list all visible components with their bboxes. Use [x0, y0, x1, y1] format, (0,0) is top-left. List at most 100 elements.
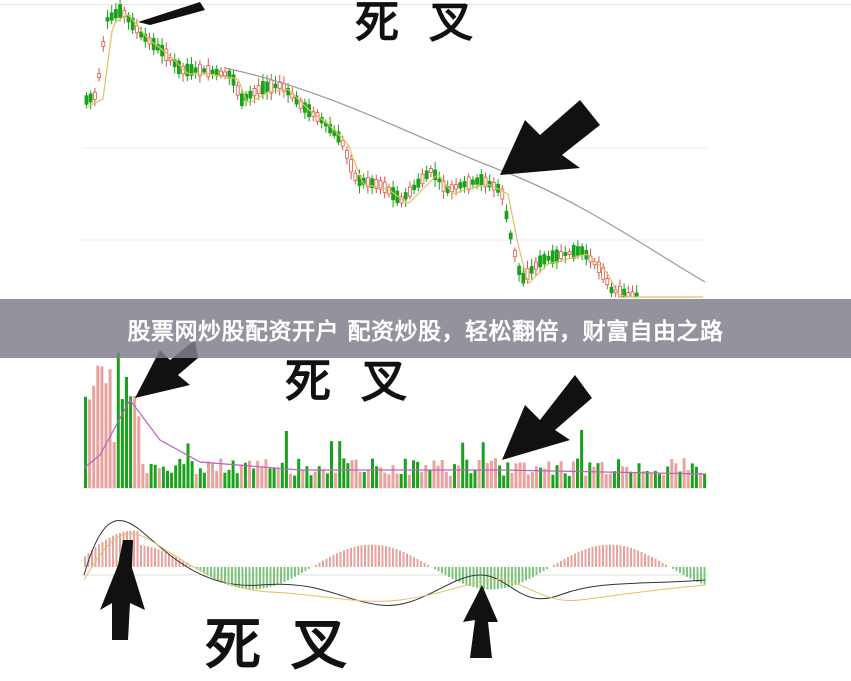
candle-body: [98, 74, 101, 78]
volume-bar: [453, 464, 456, 488]
macd-histogram-bar: [301, 567, 303, 573]
candle-body: [480, 174, 483, 185]
volume-bar: [469, 473, 472, 488]
macd-histogram-bar: [466, 567, 468, 585]
candle-body: [564, 252, 567, 255]
candle-body: [350, 159, 353, 171]
macd-histogram-bar: [501, 567, 503, 589]
volume-bar: [88, 399, 91, 488]
volume-bar: [568, 476, 571, 488]
volume-bar: [359, 472, 362, 488]
volume-bar: [551, 475, 554, 488]
volume-bar: [187, 443, 190, 488]
macd-histogram-bar: [644, 553, 646, 567]
candle-body: [534, 262, 537, 269]
candle-body: [610, 287, 613, 292]
volume-bar: [109, 369, 112, 488]
macd-histogram-bar: [613, 545, 615, 567]
candle-body: [425, 171, 428, 179]
macd-histogram-bar: [357, 546, 359, 567]
promo-banner[interactable]: 股票网炒股配资开户 配资炒股，轻松翻倍，财富自由之路: [0, 299, 851, 358]
volume-bar: [174, 465, 177, 488]
volume-bar: [523, 463, 526, 488]
volume-bar: [199, 468, 202, 488]
macd-death-cross-label: 死叉: [205, 600, 377, 681]
macd-histogram-bar: [637, 550, 639, 567]
volume-bar: [141, 464, 144, 488]
candle-body: [211, 70, 214, 74]
volume-bar: [412, 460, 415, 488]
volume-bar: [170, 473, 173, 488]
macd-histogram-bar: [651, 557, 653, 567]
volume-bar: [474, 470, 477, 488]
candle-body: [606, 279, 609, 285]
candle-body: [249, 91, 252, 98]
macd-histogram-bar: [424, 563, 426, 567]
volume-bar: [314, 472, 317, 488]
annotation-arrow-icon: [502, 375, 592, 460]
volume-bar: [289, 474, 292, 488]
macd-histogram-bar: [522, 567, 524, 582]
macd-histogram-bar: [403, 552, 405, 567]
volume-bar: [449, 476, 452, 488]
volume-bar: [633, 473, 636, 488]
volume-bar: [687, 470, 690, 488]
volume-bar: [441, 460, 444, 488]
volume-bar: [428, 470, 431, 488]
macd-histogram-bar: [154, 548, 156, 567]
macd-histogram-bar: [445, 567, 447, 575]
annotation-arrow-icon: [500, 100, 600, 175]
volume-bar: [486, 463, 489, 488]
volume-bar: [371, 459, 374, 488]
volume-bar: [113, 442, 116, 488]
macd-histogram-bar: [529, 567, 531, 579]
macd-histogram-bar: [438, 567, 440, 571]
volume-bar: [465, 460, 468, 488]
macd-histogram-bar: [462, 567, 464, 584]
macd-histogram-bar: [648, 555, 650, 567]
macd-histogram-bar: [532, 567, 534, 577]
macd-histogram-bar: [581, 550, 583, 567]
macd-histogram-bar: [658, 561, 660, 567]
volume-bar: [494, 458, 497, 488]
volume-bar: [203, 473, 206, 488]
macd-histogram-bar: [602, 545, 604, 567]
candle-body: [203, 69, 206, 72]
candle-body: [383, 182, 386, 192]
volume-bar: [367, 470, 370, 488]
macd-histogram-bar: [543, 567, 545, 571]
volume-bar: [547, 461, 550, 488]
candle-body: [421, 174, 424, 184]
macd-histogram-bar: [340, 552, 342, 567]
macd-histogram-bar: [571, 555, 573, 567]
volume-bar: [178, 459, 181, 488]
macd-histogram-bar: [518, 567, 520, 584]
candle-body: [438, 179, 441, 182]
candle-body: [140, 32, 143, 37]
volume-bar: [662, 475, 665, 488]
volume-bar: [400, 474, 403, 488]
macd-histogram-bar: [354, 547, 356, 567]
macd-histogram-bar: [305, 567, 307, 571]
macd-histogram-bar: [567, 557, 569, 567]
macd-histogram-bar: [396, 549, 398, 567]
macd-histogram-bar: [329, 557, 331, 567]
macd-histogram-bar: [630, 548, 632, 567]
candle-body: [568, 251, 571, 254]
macd-histogram-bar: [574, 554, 576, 567]
macd-histogram-bar: [371, 545, 373, 567]
volume-bar: [642, 471, 645, 488]
volume-bar: [322, 469, 325, 488]
macd-histogram-bar: [133, 531, 135, 567]
candle-body: [530, 266, 533, 273]
macd-histogram-bar: [487, 567, 489, 589]
macd-histogram-bar: [368, 545, 370, 567]
macd-histogram-bar: [347, 549, 349, 567]
macd-histogram-bar: [609, 545, 611, 567]
volume-bar: [92, 386, 95, 488]
candle-body: [224, 72, 227, 76]
macd-histogram-bar: [588, 548, 590, 567]
volume-bar: [601, 462, 604, 488]
macd-histogram-bar: [476, 567, 478, 588]
volume-bar: [301, 470, 304, 488]
